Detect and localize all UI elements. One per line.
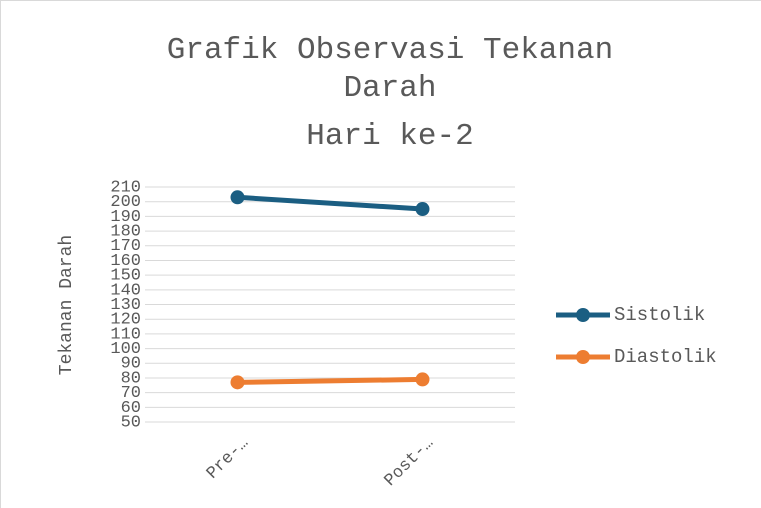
y-tick-label: 120	[110, 311, 141, 330]
legend-marker	[576, 350, 590, 364]
legend-label: Diastolik	[614, 346, 717, 368]
y-axis-label: Tekanan Darah	[57, 235, 77, 375]
y-tick-label: 140	[110, 281, 141, 300]
y-tick-label: 190	[110, 208, 141, 227]
y-tick-label: 60	[121, 399, 141, 418]
data-point	[415, 372, 430, 387]
chart-title: Grafik Observasi Tekanan Darah	[166, 33, 614, 106]
data-point	[230, 190, 245, 205]
legend-marker	[576, 308, 590, 322]
y-tick-label: 150	[110, 267, 141, 286]
data-point	[230, 375, 245, 390]
y-tick-label: 160	[110, 252, 141, 271]
y-tick-label: 90	[121, 355, 141, 374]
y-tick-label: 50	[121, 413, 141, 432]
x-tick-label: Post-…	[381, 434, 438, 491]
y-tick-label: 200	[110, 193, 141, 212]
legend-label: Sistolik	[614, 304, 705, 326]
series-line	[235, 194, 425, 212]
data-point	[415, 202, 430, 217]
series-line	[235, 376, 425, 385]
x-tick-label: Pre-…	[203, 434, 253, 484]
y-tick-label: 100	[110, 340, 141, 359]
y-tick-label: 170	[110, 237, 141, 256]
chart-subtitle: Hari ke-2	[306, 119, 474, 154]
y-tick-label: 80	[121, 369, 141, 388]
y-tick-label: 180	[110, 223, 141, 242]
y-tick-label: 70	[121, 384, 141, 403]
y-tick-label: 210	[110, 178, 141, 197]
y-tick-label: 130	[110, 296, 141, 315]
y-tick-label: 110	[110, 325, 141, 344]
